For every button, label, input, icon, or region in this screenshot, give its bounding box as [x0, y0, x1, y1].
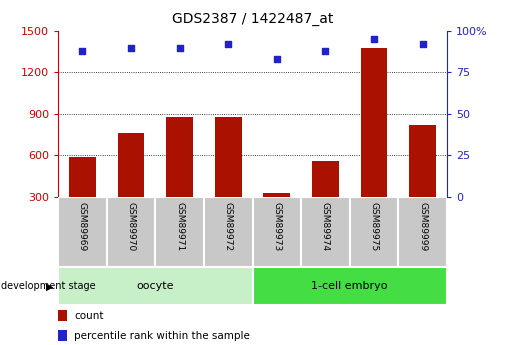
Text: development stage: development stage — [1, 282, 95, 291]
Text: oocyte: oocyte — [136, 282, 174, 291]
Text: GSM89971: GSM89971 — [175, 202, 184, 252]
Bar — [107, 197, 156, 267]
Bar — [252, 267, 447, 305]
Bar — [58, 197, 107, 267]
Bar — [264, 193, 290, 238]
Bar — [58, 310, 67, 321]
Text: ▶: ▶ — [46, 282, 54, 291]
Bar — [118, 133, 144, 238]
Bar — [166, 117, 193, 238]
Bar — [361, 48, 387, 238]
Text: GSM89969: GSM89969 — [78, 202, 87, 252]
Point — [273, 57, 281, 62]
Bar — [156, 197, 204, 267]
Point — [370, 37, 378, 42]
Point — [127, 45, 135, 50]
Bar — [409, 125, 436, 238]
Bar — [252, 197, 301, 267]
Text: count: count — [74, 311, 104, 321]
Text: GDS2387 / 1422487_at: GDS2387 / 1422487_at — [172, 12, 333, 26]
Bar — [215, 117, 241, 238]
Text: GSM89974: GSM89974 — [321, 202, 330, 252]
Bar — [69, 157, 96, 238]
Text: GSM89975: GSM89975 — [370, 202, 379, 252]
Text: 1-cell embryo: 1-cell embryo — [312, 282, 388, 291]
Bar — [350, 197, 398, 267]
Point — [78, 48, 86, 54]
Point — [176, 45, 184, 50]
Text: GSM89972: GSM89972 — [224, 202, 233, 252]
Bar — [398, 197, 447, 267]
Text: GSM89970: GSM89970 — [126, 202, 135, 252]
Text: percentile rank within the sample: percentile rank within the sample — [74, 331, 250, 341]
Point — [321, 48, 329, 54]
Text: GSM89973: GSM89973 — [272, 202, 281, 252]
Point — [419, 41, 427, 47]
Bar — [301, 197, 350, 267]
Text: GSM89999: GSM89999 — [418, 202, 427, 252]
Bar — [58, 267, 252, 305]
Point — [224, 41, 232, 47]
Bar — [58, 330, 67, 341]
Bar — [204, 197, 252, 267]
Bar — [312, 161, 339, 238]
